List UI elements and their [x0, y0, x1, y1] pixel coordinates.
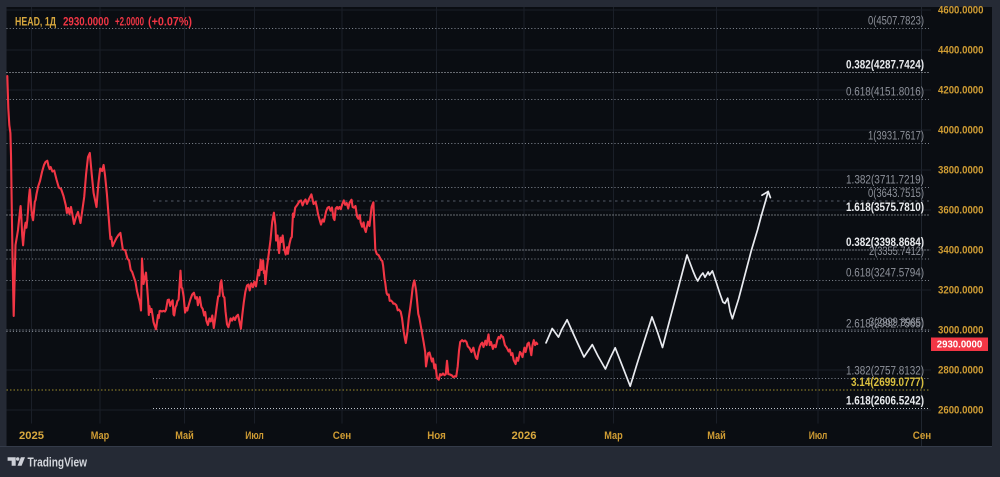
svg-text:Сен: Сен: [913, 430, 932, 442]
svg-text:2025: 2025: [19, 430, 44, 442]
svg-text:3200.0000: 3200.0000: [938, 285, 984, 297]
svg-text:1(3931.7617): 1(3931.7617): [868, 131, 924, 143]
svg-text:4200.0000: 4200.0000: [938, 85, 984, 97]
svg-text:4400.0000: 4400.0000: [938, 45, 984, 57]
svg-text:1.618(2606.5242): 1.618(2606.5242): [846, 396, 924, 408]
svg-text:2800.0000: 2800.0000: [938, 365, 984, 377]
svg-text:3000.0000: 3000.0000: [938, 325, 984, 337]
svg-text:0(3643.7515): 0(3643.7515): [868, 188, 924, 200]
svg-text:Май: Май: [707, 430, 726, 442]
svg-text:0.618(3247.5794): 0.618(3247.5794): [846, 268, 924, 280]
svg-text:Ноя: Ноя: [427, 430, 446, 442]
svg-text:Июл: Июл: [809, 430, 828, 442]
svg-text:Сен: Сен: [333, 430, 352, 442]
svg-text:2600.0000: 2600.0000: [938, 405, 984, 417]
svg-text:TradingView: TradingView: [28, 455, 88, 470]
svg-text:(+0.07%): (+0.07%): [148, 15, 192, 29]
svg-text:3600.0000: 3600.0000: [938, 205, 984, 217]
svg-text:2930.0000: 2930.0000: [63, 15, 109, 29]
svg-text:0.618(4151.8016): 0.618(4151.8016): [846, 87, 924, 99]
svg-text:Май: Май: [175, 430, 194, 442]
svg-text:3.14(2699.0777): 3.14(2699.0777): [851, 377, 924, 389]
svg-text:2026: 2026: [512, 430, 537, 442]
svg-text:3(2999.8965): 3(2999.8965): [869, 317, 924, 329]
svg-text:1.618(3575.7810): 1.618(3575.7810): [846, 202, 924, 214]
svg-text:2(3355.7412): 2(3355.7412): [869, 246, 924, 258]
svg-text:+2.0000: +2.0000: [115, 15, 144, 29]
svg-text:0.382(4287.7424): 0.382(4287.7424): [846, 60, 924, 72]
svg-text:4000.0000: 4000.0000: [938, 125, 984, 137]
svg-text:Мар: Мар: [604, 430, 623, 442]
svg-text:4600.0000: 4600.0000: [938, 5, 984, 17]
svg-text:0(4507.7823): 0(4507.7823): [868, 15, 924, 27]
svg-text:1.382(3711.7219): 1.382(3711.7219): [846, 175, 924, 187]
svg-text:Мар: Мар: [91, 430, 110, 442]
svg-text:3800.0000: 3800.0000: [938, 165, 984, 177]
svg-text:HEAD, 1Д: HEAD, 1Д: [15, 15, 56, 29]
svg-text:3400.0000: 3400.0000: [938, 245, 984, 257]
svg-text:2930.0000: 2930.0000: [937, 339, 983, 351]
svg-text:0.382(3398.8684): 0.382(3398.8684): [846, 237, 924, 249]
svg-text:1.382(2757.8132): 1.382(2757.8132): [846, 365, 924, 377]
svg-text:2.618(2992.7565): 2.618(2992.7565): [846, 318, 924, 330]
svg-text:Июл: Июл: [245, 430, 264, 442]
